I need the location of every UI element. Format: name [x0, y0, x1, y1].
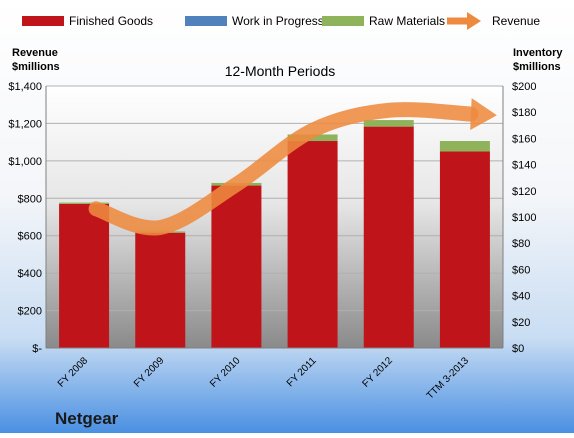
left-tick-label: $400 — [18, 268, 42, 280]
bar-finished-goods — [363, 126, 414, 348]
bar-finished-goods — [135, 232, 186, 348]
right-tick-label: $100 — [512, 212, 536, 224]
bar-raw-materials — [59, 202, 110, 204]
left-tick-label: $1,000 — [8, 156, 42, 168]
legend-swatch — [22, 16, 64, 26]
left-tick-label: $1,200 — [8, 118, 42, 130]
company-name: Netgear — [55, 409, 119, 428]
revenue-line — [88, 102, 479, 236]
legend-label: Finished Goods — [69, 14, 153, 28]
bar-finished-goods — [287, 141, 338, 348]
left-tick-label: $200 — [18, 306, 42, 318]
chart-title: 12-Month Periods — [225, 63, 336, 79]
legend-label: Revenue — [492, 14, 540, 28]
legend-arrow-head — [467, 12, 481, 30]
right-tick-label: $180 — [512, 107, 536, 119]
right-tick-label: $120 — [512, 186, 536, 198]
right-tick-label: $60 — [512, 264, 530, 276]
right-tick-label: $140 — [512, 160, 536, 172]
legend-label: Work in Progress — [232, 14, 324, 28]
gridlines — [46, 85, 503, 349]
revenue-series — [88, 98, 497, 236]
left-tick-label: $1,400 — [8, 81, 42, 93]
bar-raw-materials — [439, 141, 490, 152]
bar-raw-materials — [363, 120, 414, 127]
right-tick-label: $80 — [512, 238, 530, 250]
right-tick-label: $40 — [512, 291, 530, 303]
right-tick-label: $160 — [512, 133, 536, 145]
bar-series — [59, 120, 490, 348]
right-tick-label: $200 — [512, 81, 536, 93]
right-axis-title: Inventory $millions — [513, 47, 566, 73]
left-tick-label: $600 — [18, 231, 42, 243]
bar-finished-goods — [439, 151, 490, 348]
left-tick-label: $- — [32, 343, 42, 355]
legend-swatch — [185, 16, 227, 26]
bar-finished-goods — [211, 185, 262, 348]
right-tick-label: $0 — [512, 343, 524, 355]
revenue-arrowhead — [470, 98, 497, 131]
left-tick-label: $800 — [18, 193, 42, 205]
right-tick-label: $20 — [512, 317, 530, 329]
legend-label: Raw Materials — [369, 14, 445, 28]
legend: Finished Goods Work in Progress Raw Materi… — [22, 12, 540, 30]
left-axis-title: Revenue $millions — [12, 47, 61, 73]
bar-finished-goods — [59, 203, 110, 348]
legend-swatch — [322, 16, 364, 26]
